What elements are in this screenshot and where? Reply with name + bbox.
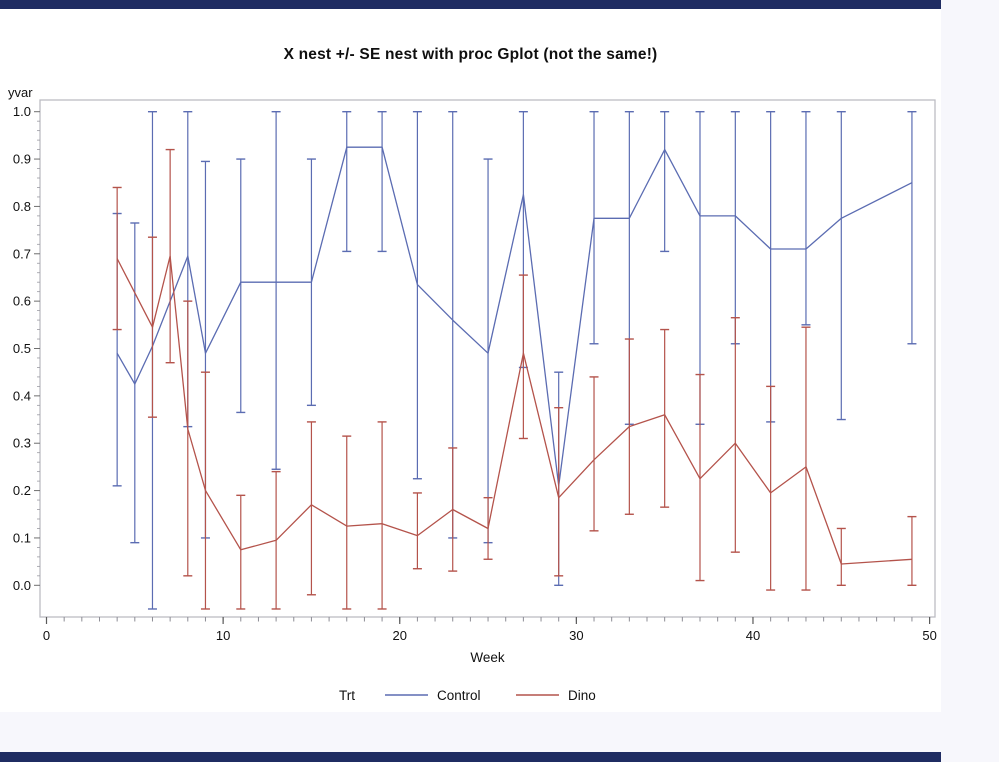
- y-tick-label: 0.7: [13, 246, 31, 261]
- error-bar: [836, 527, 846, 586]
- x-tick-label: 10: [216, 628, 230, 643]
- series-line-control: [116, 146, 913, 487]
- x-tick-label: 20: [393, 628, 407, 643]
- error-bar: [306, 421, 316, 596]
- error-bar: [836, 110, 846, 421]
- y-tick-label: 0.0: [13, 578, 31, 593]
- error-bar: [766, 110, 776, 423]
- error-bar: [236, 158, 246, 414]
- window-bottom-bar: [0, 752, 941, 762]
- error-bar: [342, 110, 352, 253]
- series-line-dino: [116, 255, 912, 565]
- error-bar: [801, 110, 811, 326]
- gplot-chart: 0.0 0.1 0.2 0.3 0.4 0.5 0.6 0.7 0.8 0.9 1.0 yvar 0 10…: [8, 85, 937, 703]
- error-bar: [801, 326, 811, 591]
- error-bar: [518, 274, 528, 440]
- error-bar: [412, 110, 422, 480]
- y-tick-label: 0.3: [13, 436, 31, 451]
- series-control: [112, 110, 917, 610]
- window-top-bar: [0, 0, 941, 9]
- legend-title: Trt: [339, 688, 355, 703]
- y-tick-label: 0.9: [13, 152, 31, 167]
- error-bar: [377, 110, 387, 253]
- error-bar: [342, 435, 352, 610]
- y-tick-label: 0.8: [13, 199, 31, 214]
- y-tick-label: 0.4: [13, 388, 31, 403]
- error-bar: [412, 492, 422, 570]
- x-tick-label: 30: [569, 628, 583, 643]
- error-bar: [236, 494, 246, 610]
- y-tick-label: 0.1: [13, 530, 31, 545]
- error-bar: [271, 110, 281, 470]
- error-bar: [554, 407, 564, 577]
- plot-frame: [39, 99, 936, 618]
- y-axis-title: yvar: [8, 85, 33, 100]
- x-axis-title: Week: [470, 650, 505, 665]
- error-bar: [377, 421, 387, 610]
- error-bar: [183, 300, 193, 577]
- error-bar: [589, 110, 599, 345]
- legend-label-control: Control: [437, 688, 481, 703]
- error-bar: [660, 328, 670, 508]
- x-axis: 0 10 20 30 40 50 Week: [43, 617, 937, 665]
- x-tick-label: 0: [43, 628, 50, 643]
- error-bar: [907, 515, 917, 586]
- y-tick-label: 0.5: [13, 341, 31, 356]
- y-axis: 0.0 0.1 0.2 0.3 0.4 0.5 0.6 0.7 0.8 0.9 1.0 yvar: [8, 85, 40, 593]
- chart-background: [0, 9, 941, 712]
- legend-label-dino: Dino: [568, 688, 596, 703]
- y-tick-label: 0.6: [13, 294, 31, 309]
- error-bar: [660, 110, 670, 253]
- chart-title: X nest +/- SE nest with proc Gplot (not …: [283, 46, 658, 63]
- error-bar: [589, 376, 599, 532]
- x-tick-label: 50: [922, 628, 936, 643]
- error-bar: [766, 385, 776, 591]
- legend: Trt Control Dino: [339, 688, 596, 703]
- error-bar: [730, 317, 740, 553]
- y-tick-label: 1.0: [13, 104, 31, 119]
- y-tick-label: 0.2: [13, 483, 31, 498]
- series-dino: [112, 148, 917, 610]
- x-tick-label: 40: [746, 628, 760, 643]
- error-bar: [730, 110, 740, 345]
- error-bar: [907, 110, 917, 345]
